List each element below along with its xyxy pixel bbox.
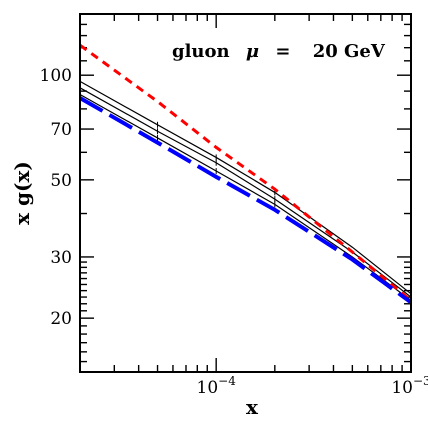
y-tick-label: 50	[50, 171, 72, 191]
annotation-value: 20 GeV	[313, 41, 386, 62]
series-line-dashed-red	[79, 43, 412, 302]
x-tick-label: 10−3	[391, 374, 428, 398]
series-line-solid-black-upper	[79, 80, 412, 295]
y-axis-label: x g(x)	[10, 161, 34, 225]
x-axis-label: x	[246, 395, 259, 419]
annotation-label: gluon	[172, 41, 230, 62]
axis-ticks	[79, 13, 412, 372]
x-tick-label-exp: −4	[218, 374, 236, 388]
x-tick-label-base: 10	[391, 378, 413, 398]
x-tick-label: 10−4	[197, 374, 237, 398]
annotation: gluon μ = 20 GeV	[172, 41, 386, 62]
y-tick-label: 100	[40, 66, 72, 86]
y-tick-label: 70	[50, 120, 72, 140]
plot-frame	[79, 13, 412, 373]
series-group	[79, 43, 413, 305]
y-tick-label: 30	[50, 248, 72, 268]
annotation-mu-symbol: μ	[246, 41, 259, 62]
x-tick-label-base: 10	[197, 378, 219, 398]
annotation-equals: =	[275, 41, 290, 62]
series-line-longdash-blue	[79, 96, 413, 305]
x-tick-label-exp: −3	[413, 374, 428, 388]
y-tick-label: 20	[50, 309, 72, 329]
